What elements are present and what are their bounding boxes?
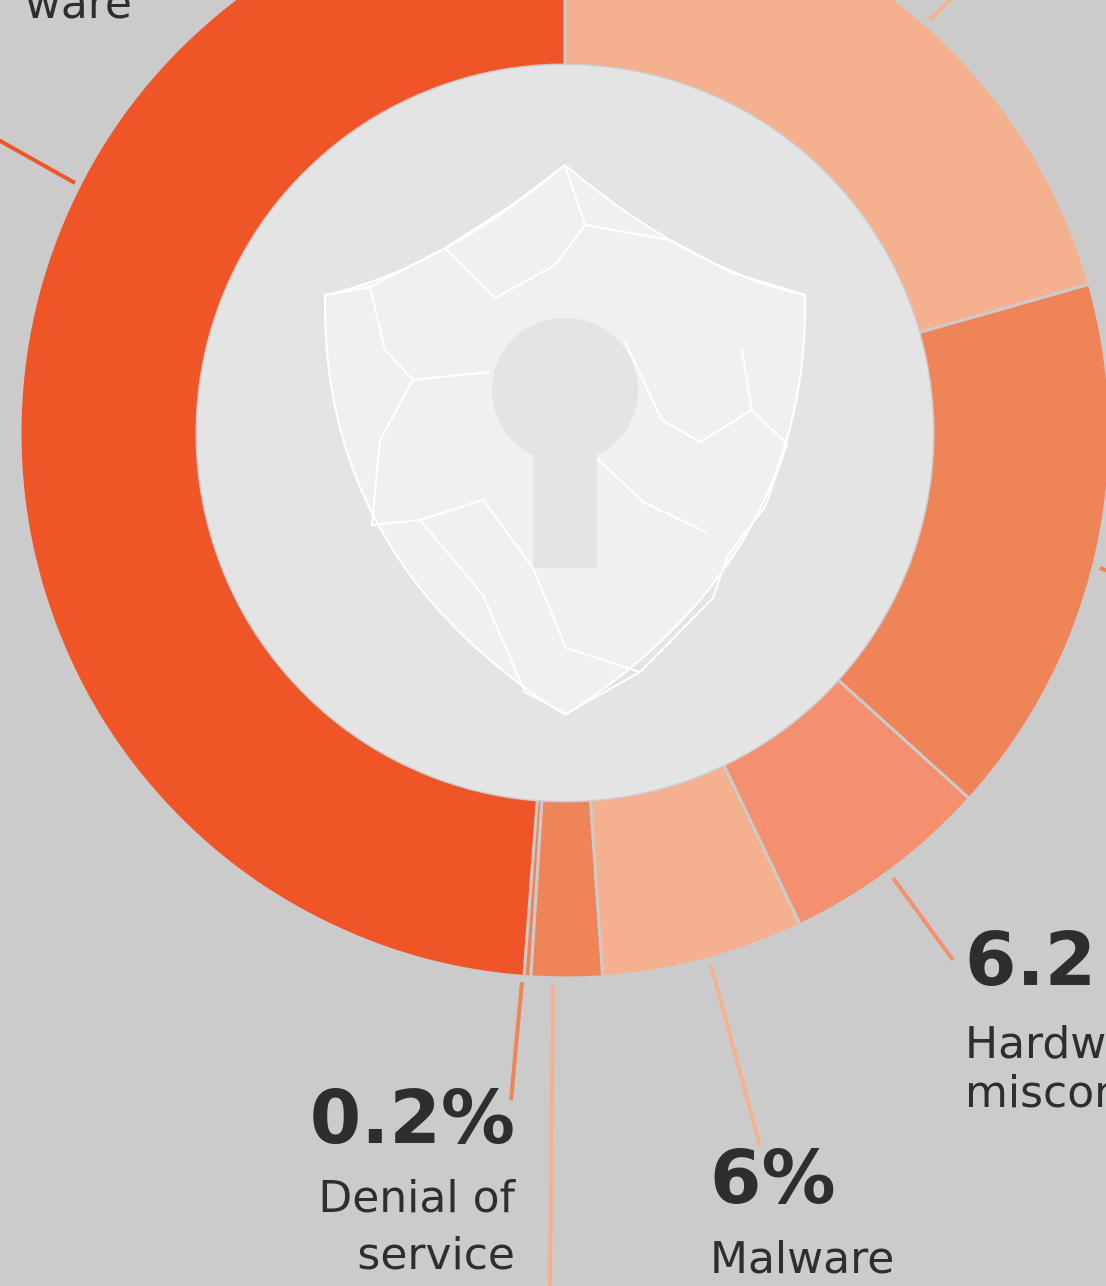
category-label: Hardw — [965, 1018, 1106, 1069]
value-label: 6% — [710, 1135, 836, 1221]
leader-line — [711, 965, 760, 1146]
category-label: ware — [25, 0, 132, 29]
category-label: Denial of — [318, 1172, 516, 1223]
category-label: miscon — [965, 1067, 1106, 1118]
leader-line — [893, 878, 953, 960]
leader-line — [930, 0, 955, 20]
value-label: 6.2 — [965, 917, 1096, 1003]
leader-line — [550, 985, 553, 1286]
chart: 6.2 Hardwmiscon 6% Malware 0.2% Denial of serv… — [0, 0, 1106, 1286]
category-label: Malware — [710, 1233, 894, 1284]
leader-line — [1100, 568, 1106, 572]
page: {"chart_data": {"type": "pie", "donut": … — [0, 0, 1106, 1286]
leader-line — [0, 138, 75, 183]
category-label: service — [357, 1229, 515, 1280]
value-label: 0.2% — [310, 1075, 515, 1161]
